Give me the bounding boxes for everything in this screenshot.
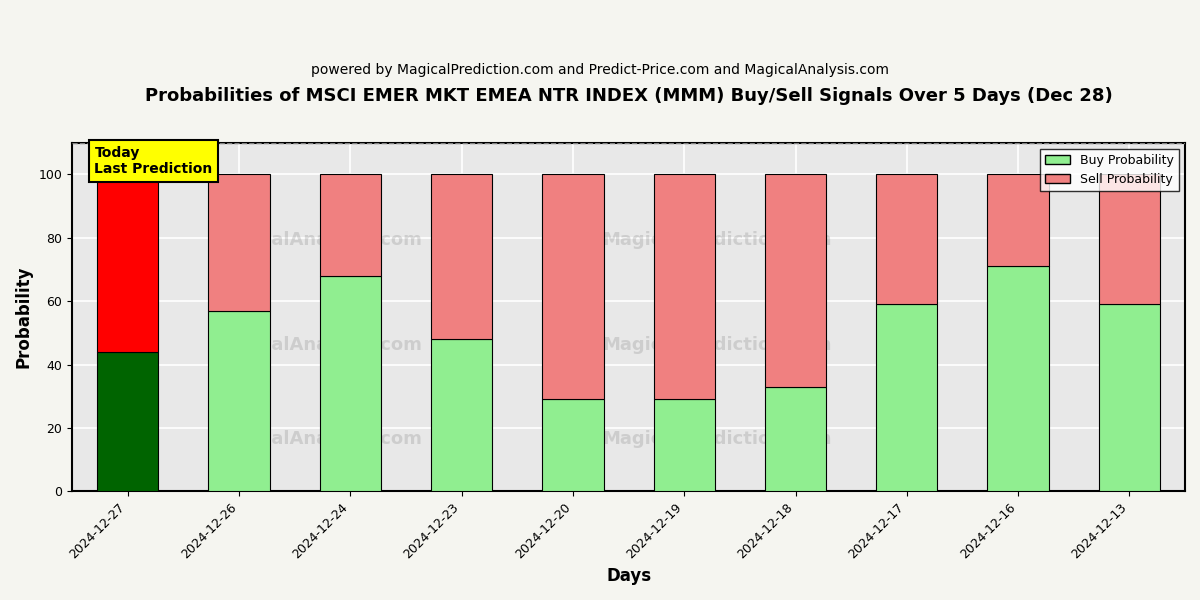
Bar <box>654 175 715 400</box>
Title: Probabilities of MSCI EMER MKT EMEA NTR INDEX (MMM) Buy/Sell Signals Over 5 Days: Probabilities of MSCI EMER MKT EMEA NTR … <box>145 87 1112 105</box>
Y-axis label: Probability: Probability <box>16 266 34 368</box>
Bar <box>431 175 492 339</box>
Bar <box>319 276 380 491</box>
Text: MagicalAnalysis.com: MagicalAnalysis.com <box>212 232 422 250</box>
Text: MagicalPrediction.com: MagicalPrediction.com <box>602 232 833 250</box>
Bar <box>876 304 937 491</box>
Bar <box>1099 175 1160 304</box>
Bar <box>764 387 826 491</box>
Bar <box>542 175 604 400</box>
X-axis label: Days: Days <box>606 567 652 585</box>
Bar <box>209 311 270 491</box>
Text: Today
Last Prediction: Today Last Prediction <box>95 146 212 176</box>
Bar <box>1099 304 1160 491</box>
Text: MagicalPrediction.com: MagicalPrediction.com <box>602 430 833 448</box>
Bar <box>988 266 1049 491</box>
Text: MagicalAnalysis.com: MagicalAnalysis.com <box>212 430 422 448</box>
Text: powered by MagicalPrediction.com and Predict-Price.com and MagicalAnalysis.com: powered by MagicalPrediction.com and Pre… <box>311 63 889 77</box>
Bar <box>319 175 380 276</box>
Text: MagicalPrediction.com: MagicalPrediction.com <box>602 336 833 354</box>
Legend: Buy Probability, Sell Probability: Buy Probability, Sell Probability <box>1040 149 1178 191</box>
Bar <box>764 175 826 387</box>
Bar <box>431 339 492 491</box>
Bar <box>209 175 270 311</box>
Text: MagicalAnalysis.com: MagicalAnalysis.com <box>212 336 422 354</box>
Bar <box>97 175 158 352</box>
Bar <box>654 400 715 491</box>
Bar <box>876 175 937 304</box>
Bar <box>988 175 1049 266</box>
Bar <box>97 352 158 491</box>
Bar <box>542 400 604 491</box>
